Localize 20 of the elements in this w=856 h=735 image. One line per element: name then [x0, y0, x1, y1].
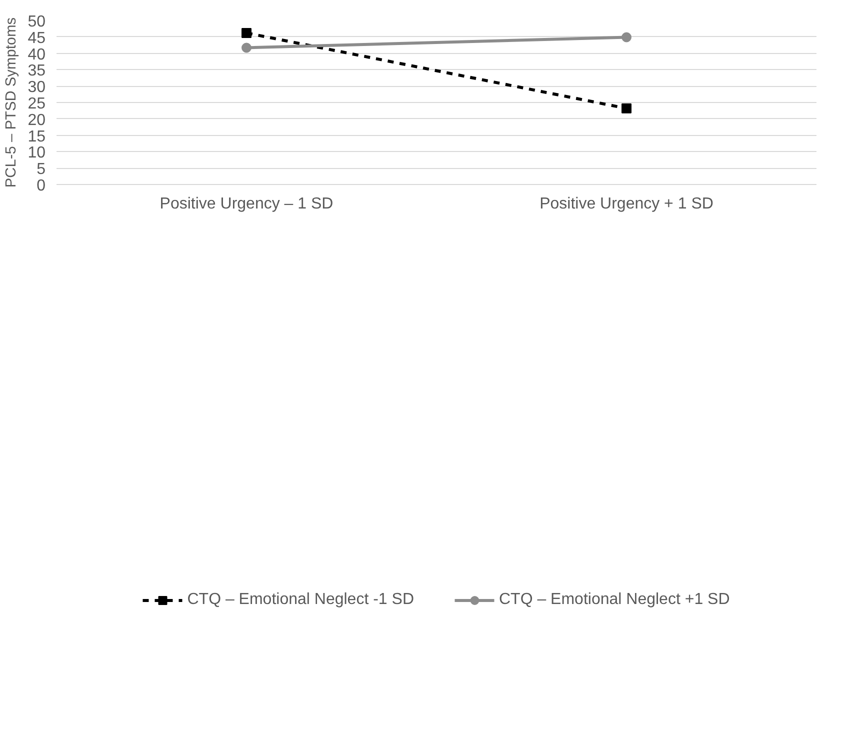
- legend-label: CTQ – Emotional Neglect +1 SD: [498, 591, 730, 609]
- y-tick-label: 30: [28, 79, 46, 96]
- point: [622, 103, 632, 114]
- y-tick-label: 35: [28, 62, 46, 80]
- y-tick-label: 50: [28, 14, 46, 30]
- point: [622, 32, 632, 42]
- y-tick-label: 40: [28, 46, 46, 64]
- y-tick-label: 0: [36, 178, 46, 194]
- x-tick-label: Positive Urgency – 1 SD: [160, 196, 334, 212]
- point: [242, 28, 252, 38]
- y-tick-label: 45: [28, 30, 46, 47]
- y-tick-label: 10: [28, 144, 46, 162]
- x-tick-label: Positive Urgency + 1 SD: [540, 196, 714, 212]
- y-axis-title: PCL-5 – PTSD Symptoms: [4, 17, 20, 188]
- y-tick-label: 25: [28, 96, 46, 112]
- y-tick-label: 20: [28, 112, 46, 129]
- point: [242, 42, 252, 53]
- y-tick-label: 5: [36, 161, 46, 178]
- y-tick-label: 15: [28, 128, 46, 146]
- legend-label: CTQ – Emotional Neglect -1 SD: [187, 591, 414, 609]
